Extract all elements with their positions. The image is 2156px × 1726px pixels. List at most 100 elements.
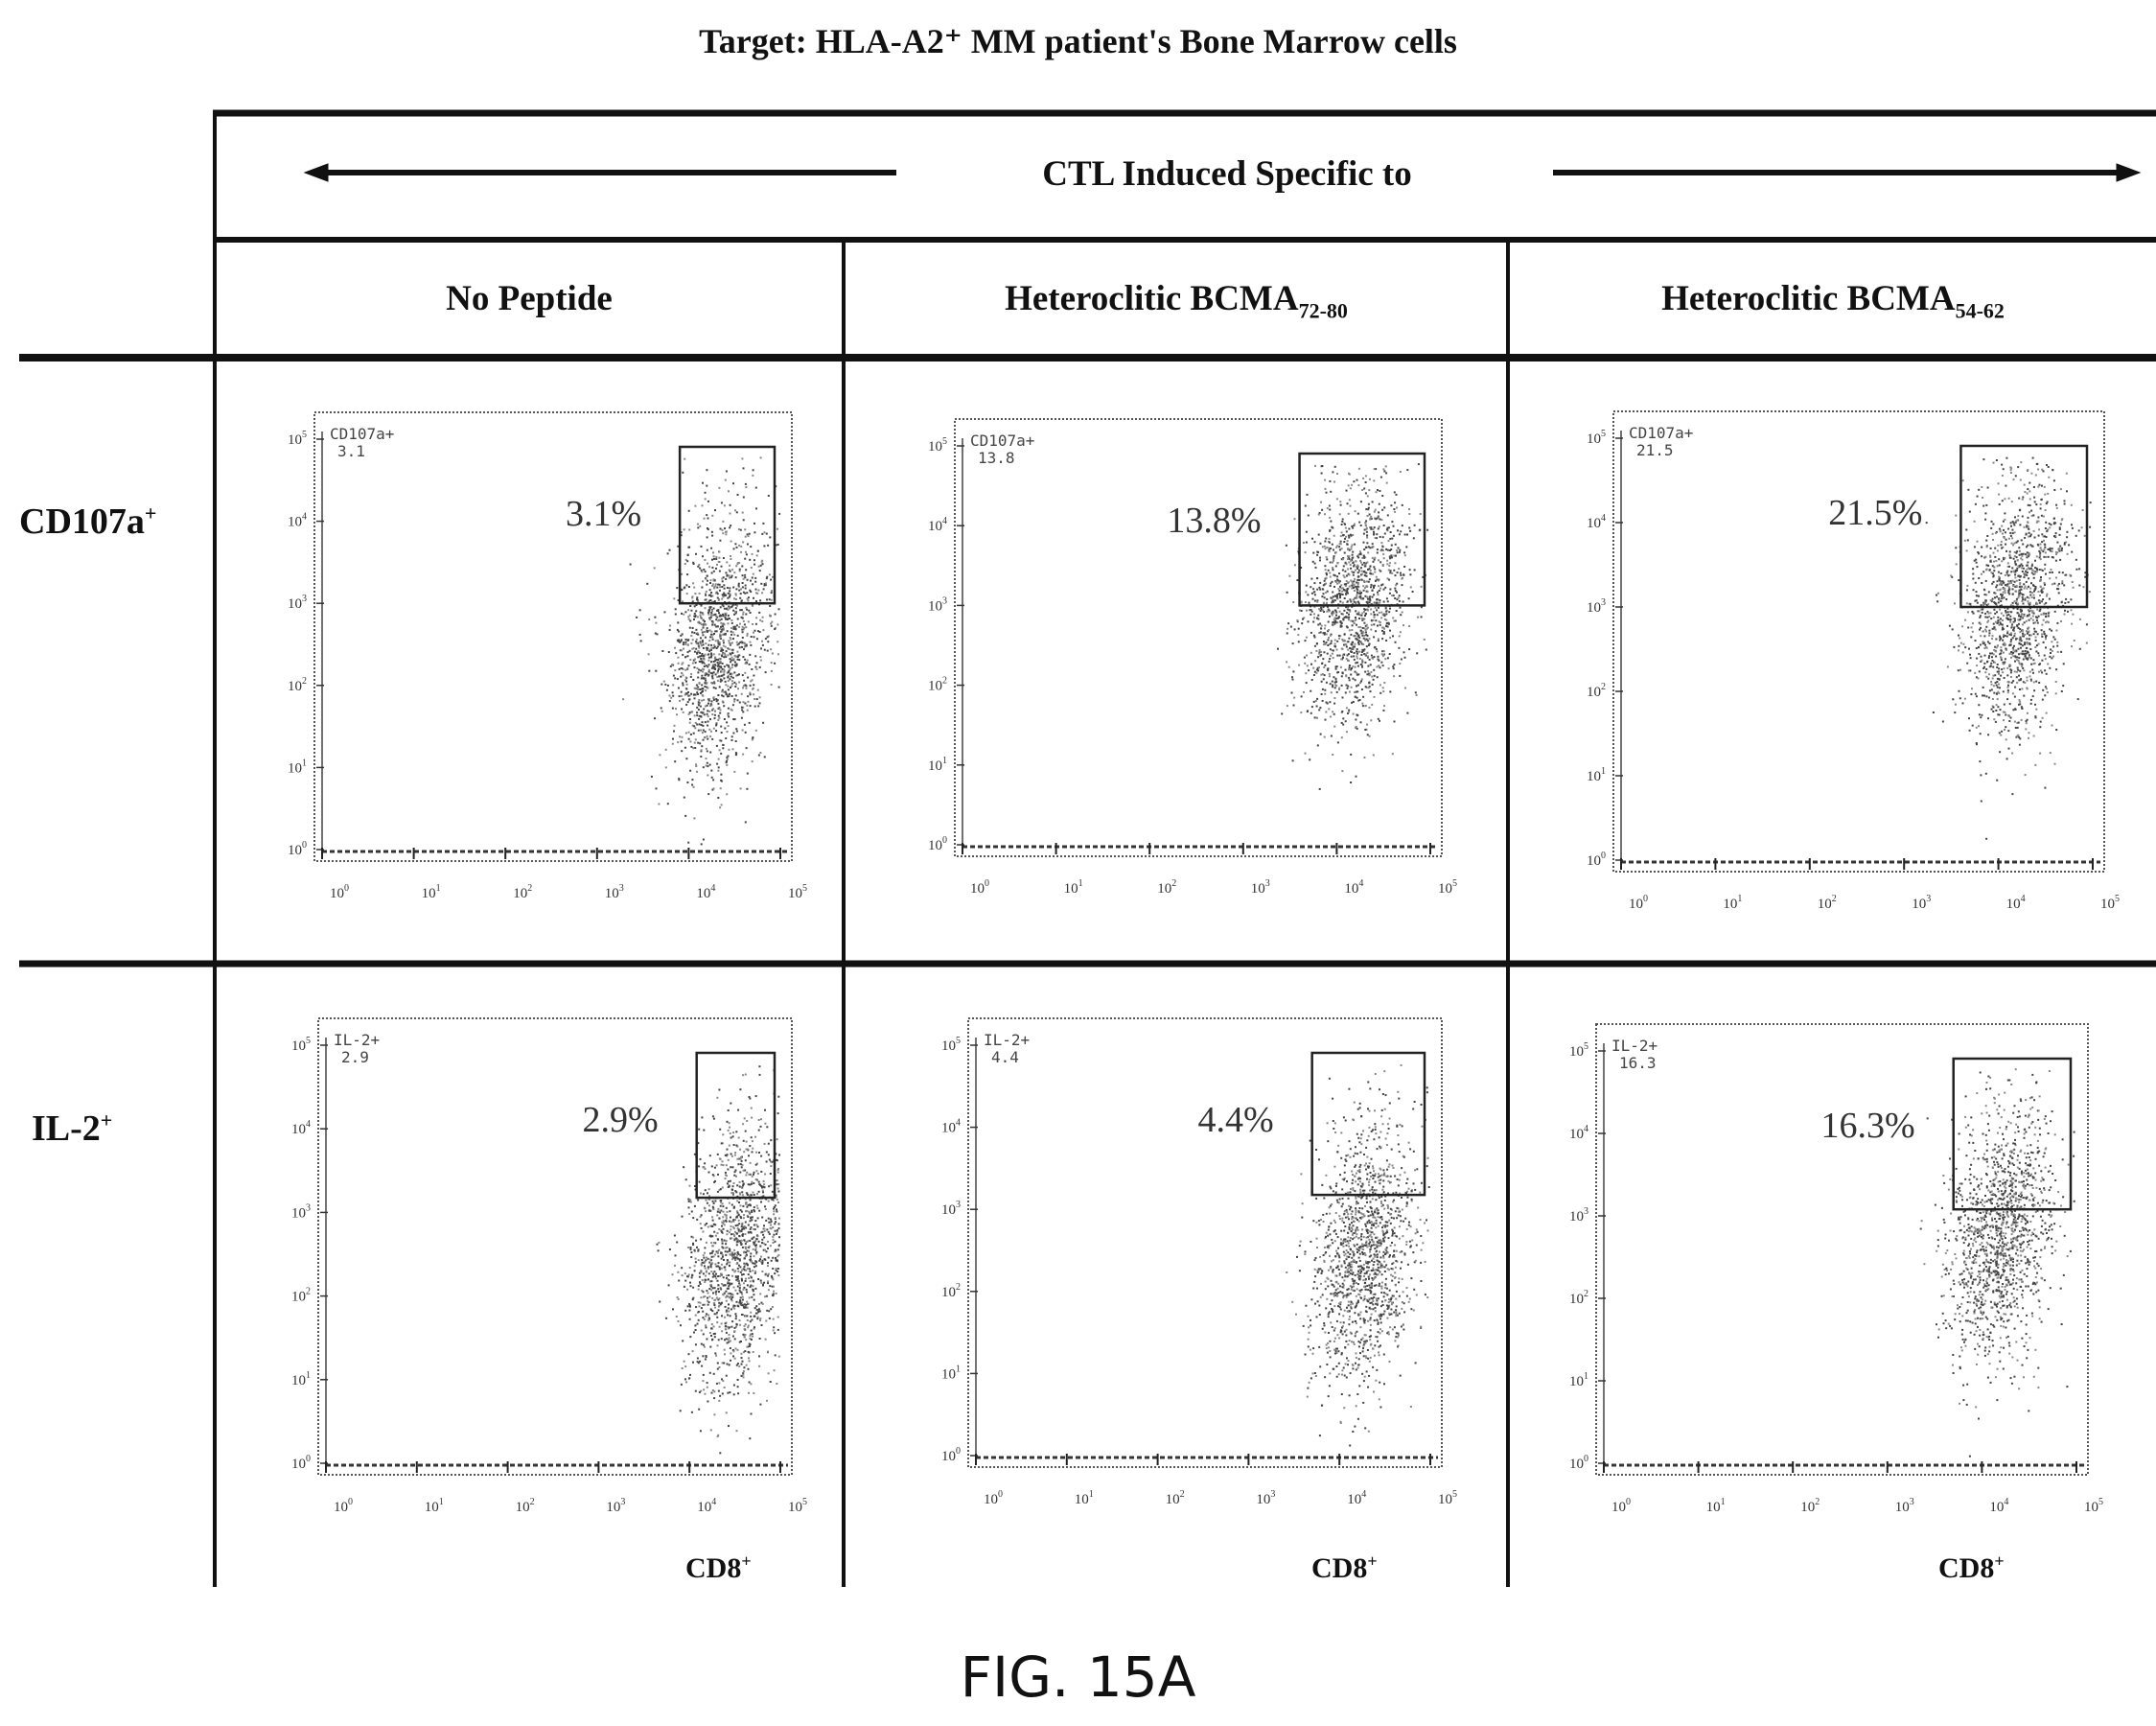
event-dot (2003, 556, 2005, 559)
event-dot (688, 1309, 691, 1312)
event-dot (740, 706, 743, 709)
event-dot (1347, 555, 1349, 558)
event-dot (1320, 680, 1323, 683)
banner-arrow-left (303, 163, 896, 182)
event-dot (727, 1180, 730, 1183)
event-dot (712, 653, 715, 656)
event-dot (1988, 629, 1991, 632)
event-dot (1389, 537, 1392, 540)
event-dot (1364, 729, 1367, 731)
event-dot (774, 613, 777, 616)
event-dot (754, 729, 757, 732)
event-dot (1326, 507, 1329, 510)
event-dot (1377, 516, 1379, 519)
event-dot (745, 606, 748, 609)
event-dot (2028, 614, 2030, 617)
event-dot (1327, 630, 1330, 633)
event-dot (695, 610, 698, 613)
event-dot (1367, 506, 1370, 509)
event-dot (1984, 612, 1987, 615)
event-dot (2019, 583, 2022, 586)
event-dot (770, 1220, 773, 1223)
event-dot (740, 588, 742, 591)
event-dot (1306, 665, 1309, 667)
event-dot (2065, 597, 2068, 600)
event-dot (1346, 540, 1349, 543)
event-dot (774, 1332, 777, 1335)
event-dot (2035, 601, 2038, 604)
event-dot (705, 677, 707, 680)
event-dot (2029, 634, 2032, 637)
event-dot (1323, 633, 1326, 636)
event-dot (1327, 644, 1330, 646)
event-dot (1969, 653, 1971, 656)
event-dot (1333, 622, 1335, 625)
event-dot (1319, 559, 1321, 562)
event-dot (768, 598, 771, 601)
event-dot (725, 571, 728, 574)
event-dot (2044, 509, 2047, 512)
event-dot (1359, 626, 1362, 629)
event-dot (711, 600, 713, 603)
event-dot (722, 595, 725, 598)
event-dot (2002, 711, 2005, 713)
event-dot (1988, 634, 1991, 637)
event-dot (718, 612, 720, 615)
event-dot (708, 728, 711, 731)
event-dot (648, 618, 651, 620)
event-dot (1327, 639, 1330, 641)
event-dot (1982, 603, 1985, 606)
event-dot (749, 641, 752, 643)
event-dot (2022, 632, 2024, 635)
event-dot (2009, 469, 2012, 472)
event-dot (766, 598, 768, 601)
event-dot (2045, 634, 2048, 637)
event-dot (723, 670, 726, 673)
event-dot (2042, 550, 2045, 553)
event-dot (1356, 613, 1358, 616)
event-dot (1980, 655, 1982, 658)
event-dot (2001, 560, 2004, 563)
event-dot (727, 608, 730, 611)
event-dot (2050, 524, 2052, 526)
event-dot (758, 611, 761, 614)
event-dot (2021, 688, 2024, 690)
event-dot (2037, 591, 2040, 593)
event-dot (694, 504, 697, 507)
event-dot (2010, 624, 2013, 627)
event-dot (2004, 557, 2006, 559)
x-tick-label: 103 (1912, 894, 1931, 912)
event-dot (2024, 774, 2027, 777)
event-dot (715, 567, 717, 570)
event-dot (660, 707, 662, 710)
event-dot (1382, 552, 1385, 555)
event-dot (757, 705, 760, 708)
event-dot (705, 679, 707, 682)
event-dot (1346, 502, 1349, 505)
event-dot (777, 641, 779, 643)
event-dot (1959, 637, 1961, 640)
event-dot (1313, 716, 1316, 719)
event-dot (1370, 526, 1373, 529)
event-dot (2018, 594, 2021, 596)
event-dot (749, 612, 752, 614)
event-dot (751, 1175, 753, 1178)
event-dot (1357, 642, 1360, 645)
event-dot (1394, 574, 1397, 577)
event-dot (1982, 686, 1984, 688)
event-dot (703, 622, 706, 625)
event-dot (713, 1271, 716, 1273)
event-dot (1955, 563, 1958, 566)
event-dot (2014, 708, 2017, 711)
event-dot (1357, 569, 1360, 571)
event-dot (1981, 713, 1983, 716)
event-dot (2034, 646, 2037, 648)
event-dot (720, 1338, 723, 1341)
event-dot (1297, 634, 1300, 637)
event-dot (1329, 479, 1332, 482)
event-dot (2034, 621, 2036, 624)
event-dot (730, 540, 732, 543)
event-dot (2006, 570, 2009, 572)
event-dot (2084, 575, 2087, 578)
event-dot (681, 708, 684, 711)
